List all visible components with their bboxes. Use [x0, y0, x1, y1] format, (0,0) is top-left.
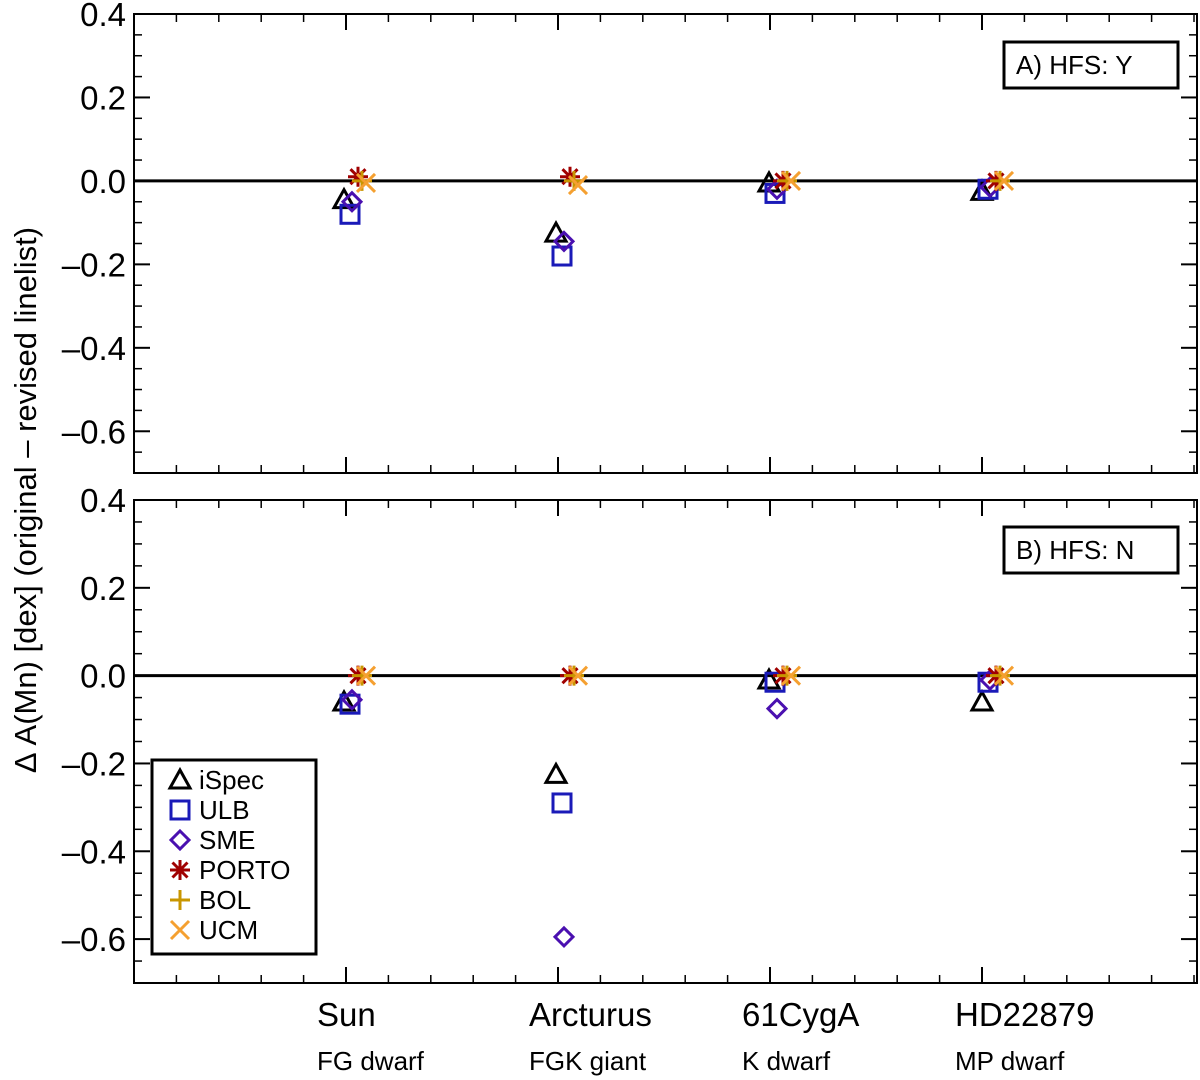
marker-ucm [355, 665, 377, 686]
y-tick-label: 0.2 [80, 79, 126, 116]
y-tick-label: –0.2 [62, 246, 126, 283]
star-type: FG dwarf [317, 1046, 425, 1076]
y-tick-label: –0.6 [62, 921, 126, 958]
legend-label-porto: PORTO [199, 855, 291, 885]
marker-ucm [993, 665, 1015, 686]
marker-bol [777, 665, 797, 686]
panels: 0.4 0.2 0.0 –0.2 –0.4 –0.6 A) HFS: Y 0.4 0.2 0.0 –… [62, 0, 1198, 984]
y-axis-label: Δ A(Mn) [dex] (original – revised lineli… [8, 227, 43, 773]
legend-label-bol: BOL [199, 885, 251, 915]
marker-bol [990, 665, 1010, 686]
legend-marker-bol [170, 890, 190, 910]
y-tick-label: –0.2 [62, 745, 126, 782]
marker-ulb [551, 792, 573, 814]
legend-marker-ucm [169, 919, 191, 941]
star-type: FGK giant [529, 1046, 647, 1076]
marker-ispec [331, 688, 357, 712]
marker-ucm [780, 665, 802, 686]
legend-label-ulb: ULB [199, 795, 250, 825]
marker-ucm [993, 170, 1015, 191]
legend-marker-sme [168, 828, 192, 852]
legend-label-ucm: UCM [199, 915, 258, 945]
marker-bol [990, 170, 1010, 191]
legend-marker-ispec [167, 766, 193, 790]
y-tick-label: –0.4 [62, 833, 126, 870]
marker-ispec [331, 186, 357, 210]
panel-tag-box [1002, 40, 1180, 90]
marker-sme [340, 190, 364, 213]
marker-ucm [780, 170, 802, 191]
marker-ispec [969, 688, 995, 712]
panel-tag: B) HFS: N [1016, 535, 1134, 565]
star-name: 61CygA [742, 996, 859, 1033]
star-type: MP dwarf [955, 1046, 1065, 1076]
star-name: HD22879 [955, 996, 1094, 1033]
y-tick-label: –0.6 [62, 413, 126, 450]
panel-tag: A) HFS: Y [1016, 50, 1133, 80]
legend-marker-porto [170, 860, 190, 880]
marker-ulb [764, 182, 786, 204]
panel-a: 0.4 0.2 0.0 –0.2 –0.4 –0.6 A) HFS: Y [62, 0, 1198, 474]
marker-ucm [355, 172, 377, 194]
star-labels: Sun FG dwarf Arcturus FGK giant 61CygA K dwar… [317, 996, 1094, 1076]
star-type: K dwarf [742, 1046, 831, 1076]
marker-ispec [543, 761, 569, 784]
marker-ispec [756, 666, 782, 690]
marker-bol [777, 170, 797, 191]
marker-ucm [567, 665, 589, 686]
marker-sme [340, 688, 364, 711]
y-tick-label: 0.4 [80, 0, 126, 33]
y-tick-label: 0.0 [80, 163, 126, 200]
legend-box [150, 758, 318, 956]
marker-sme [552, 230, 576, 253]
legend-marker-ulb [169, 799, 191, 821]
y-tick-label: 0.0 [80, 658, 126, 695]
panel-tag-box [1002, 525, 1180, 575]
marker-sme [552, 925, 576, 949]
marker-sme [765, 697, 789, 720]
star-name: Sun [317, 996, 376, 1033]
legend-label-sme: SME [199, 825, 255, 855]
y-tick-label: –0.4 [62, 330, 126, 367]
y-tick-label: 0.2 [80, 570, 126, 607]
legend-label-ispec: iSpec [199, 765, 264, 795]
marker-ulb [339, 693, 361, 715]
star-name: Arcturus [529, 996, 652, 1033]
marker-bol [352, 665, 372, 686]
y-tick-label: 0.4 [80, 482, 126, 519]
marker-bol [564, 665, 584, 686]
marker-ucm [567, 175, 589, 196]
marker-ulb [339, 203, 361, 225]
panel-b: 0.4 0.2 0.0 –0.2 –0.4 –0.6 B) HFS: N [62, 482, 1198, 984]
